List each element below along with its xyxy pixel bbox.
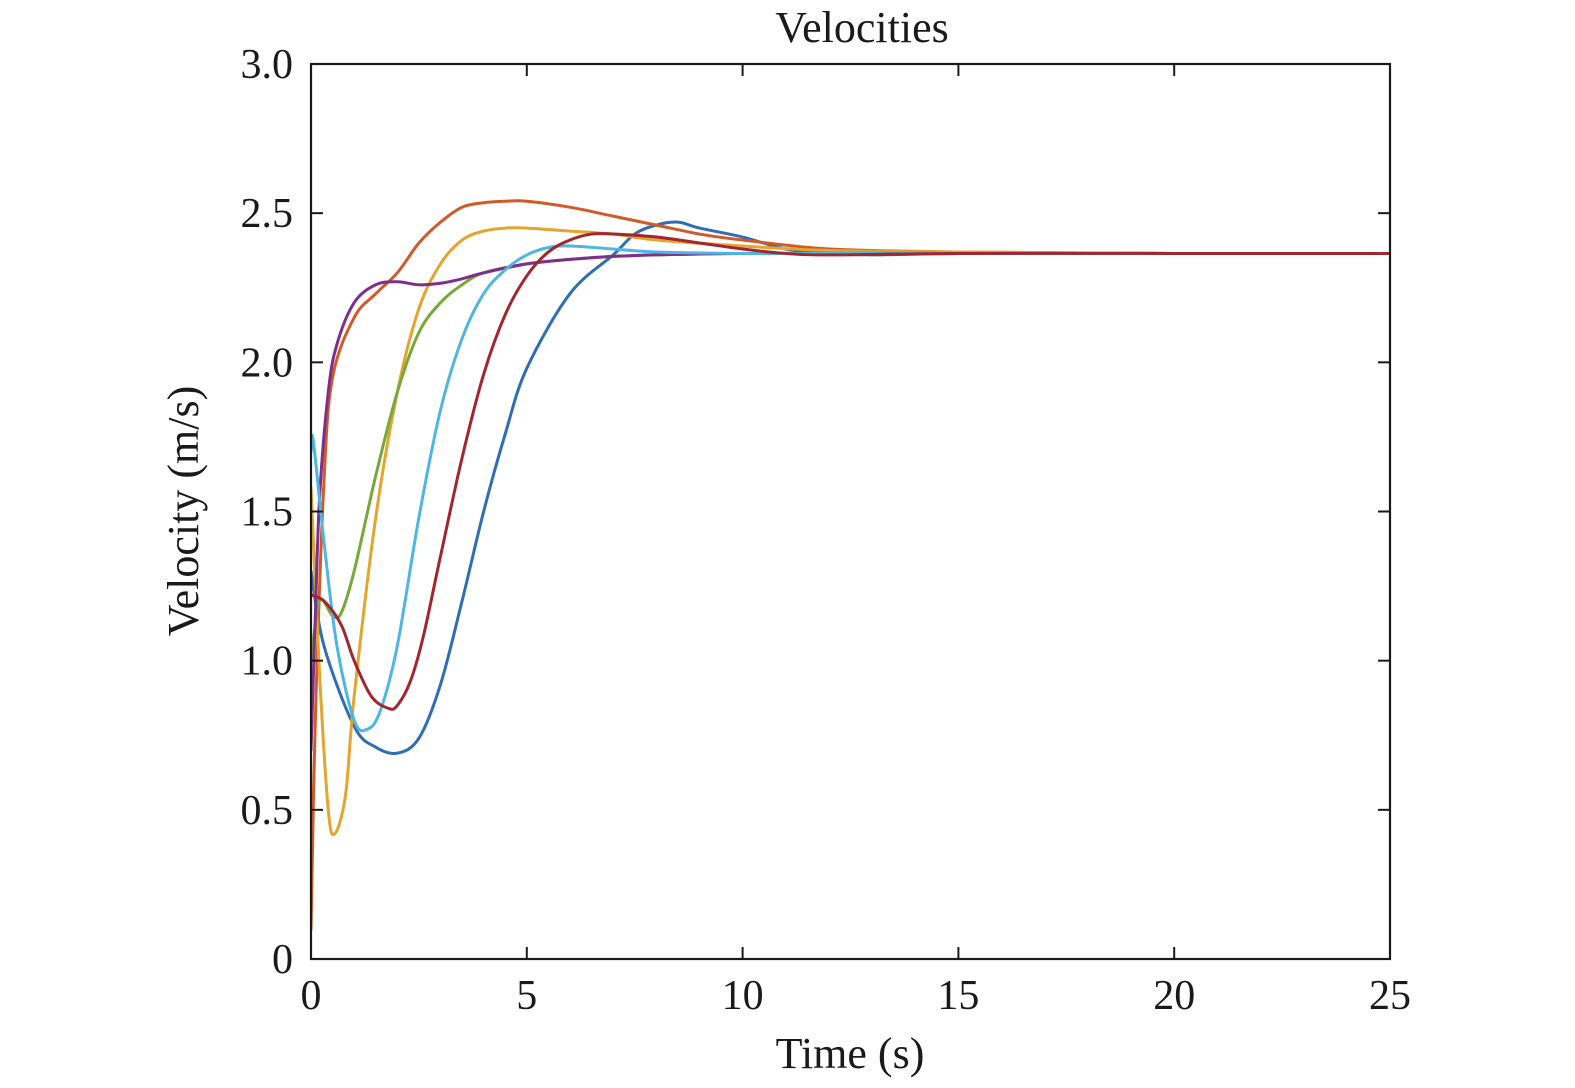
series-line-5 [311,251,1390,752]
plot-frame [309,62,1392,961]
x-tick-label: 5 [516,973,537,1019]
y-tick-label: 1.0 [241,639,294,685]
ticks-layer: 0 5 10 15 20 25 0 0.5 1.0 1.5 2.0 2.5 3.0 [241,42,1412,1019]
y-axis-label: Velocity (m/s) [159,386,208,637]
chart-title: Velocities [775,3,949,52]
y-tick-label: 3.0 [241,42,294,88]
series-line-3 [311,226,1390,837]
y-tick-label: 2.5 [241,191,294,237]
x-tick-label: 10 [722,973,764,1019]
x-tick-label: 20 [1153,973,1195,1019]
series-line-1 [311,220,1390,756]
series-line-7 [311,231,1390,711]
x-tick-label: 25 [1369,973,1411,1019]
series-line-6 [311,244,1390,733]
series-layer [311,199,1390,931]
y-tick-label: 1.5 [241,490,294,536]
y-tick-label: 0.5 [241,788,294,834]
x-tick-label: 15 [937,973,979,1019]
y-tick-label: 2.0 [241,340,294,386]
x-axis-label: Time (s) [776,1029,925,1078]
x-tick-label: 0 [301,973,322,1019]
y-tick-label: 0 [272,937,293,983]
